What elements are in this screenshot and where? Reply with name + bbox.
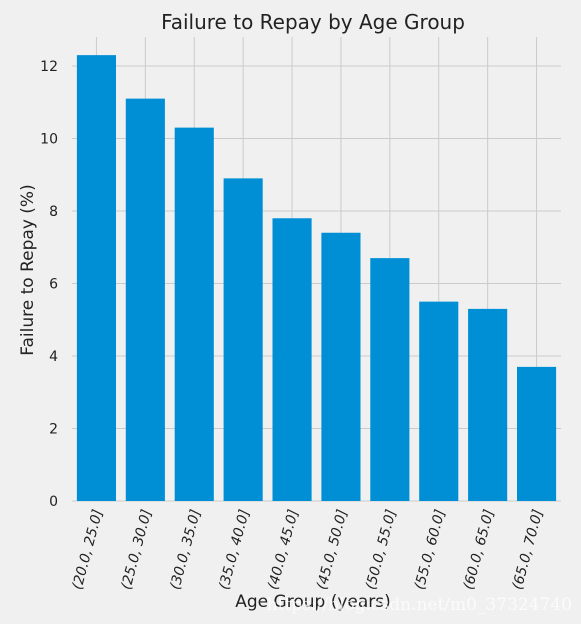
- bar: [321, 232, 361, 501]
- y-tick-label: 12: [40, 59, 58, 75]
- bar: [125, 98, 165, 501]
- bar: [419, 301, 459, 501]
- y-tick-labels: 0 2 4 6 8 10 12: [40, 59, 58, 510]
- bar: [468, 308, 508, 501]
- bar: [174, 127, 214, 501]
- watermark: https://blog.csdn.net/m0_37324740: [267, 595, 572, 615]
- y-tick-label: 4: [49, 349, 58, 365]
- y-tick-label: 2: [49, 422, 58, 438]
- y-axis-label: Failure to Repay (%): [18, 184, 38, 355]
- chart-title: Failure to Repay by Age Group: [161, 10, 465, 34]
- bar: [370, 258, 410, 501]
- y-tick-label: 8: [49, 204, 58, 220]
- bar: [76, 55, 117, 501]
- bar: [272, 218, 312, 501]
- y-tick-label: 6: [49, 277, 58, 293]
- y-tick-label: 10: [40, 132, 58, 148]
- bar: [223, 178, 263, 501]
- bar: [516, 366, 557, 501]
- bars: [76, 55, 557, 501]
- y-tick-label: 0: [49, 494, 58, 510]
- x-axis-label: Age Group (years): [235, 592, 391, 612]
